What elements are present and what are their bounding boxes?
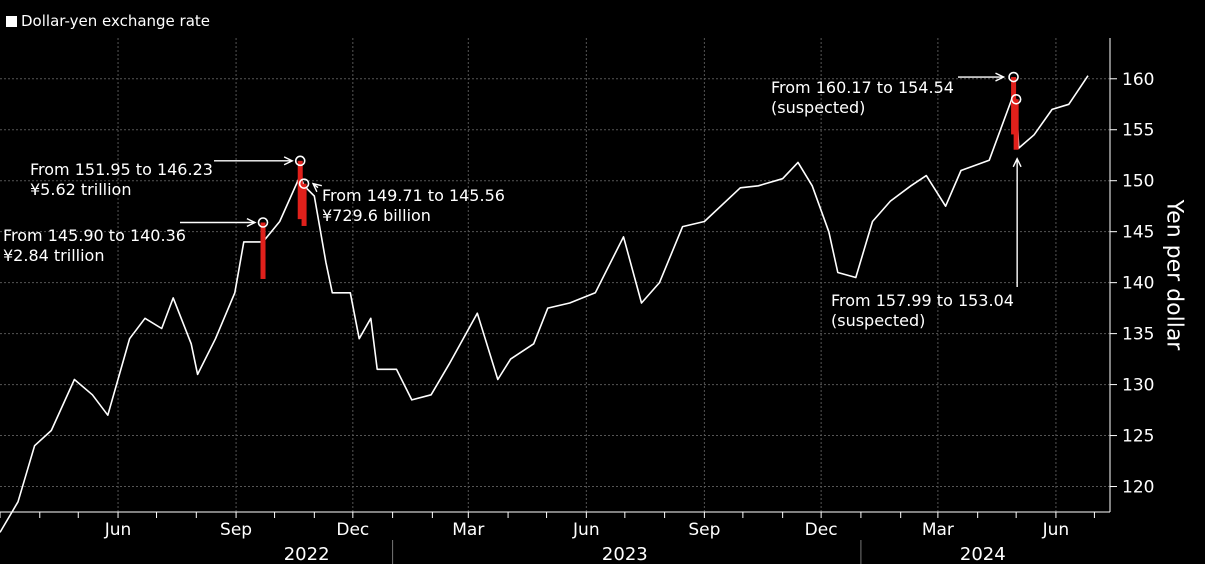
x-tick-label: Dec [805,520,838,540]
annotation-line1: From 149.71 to 145.56 [322,186,505,205]
y-tick-label: 130 [1122,376,1154,396]
x-tick-label: Jun [572,520,600,540]
y-axis-title: Yen per dollar [1161,199,1187,351]
y-tick-label: 135 [1122,325,1154,345]
intervention-bar [1013,99,1019,150]
arrow-intervention-1-head [246,217,257,228]
year-label: 2022 [284,544,330,564]
arrow-intervention-3-head [311,182,322,193]
y-tick-label: 140 [1122,274,1154,294]
x-tick-label: Mar [452,520,484,540]
y-tick-label: 145 [1122,223,1154,243]
series-layer [0,75,1089,533]
annotation-line2: ¥729.6 billion [322,206,431,225]
year-label: 2023 [602,544,648,564]
annotation-intervention-5: From 157.99 to 153.04 (suspected) [831,291,1014,331]
x-tick-label: Jun [1042,520,1070,540]
intervention-bar [297,160,303,220]
legend-swatch [6,15,17,27]
intervention-marker [1008,71,1019,83]
y-tick-label: 120 [1122,478,1154,498]
gridlines [0,38,1110,512]
annotation-arrows [180,72,1022,287]
x-tick-label: Sep [220,520,252,540]
y-tick-label: 160 [1122,70,1154,90]
annotation-line2: (suspected) [771,98,866,117]
x-tick-label: Jun [104,520,132,540]
annotation-intervention-2: From 151.95 to 146.23 ¥5.62 trillion [30,160,213,200]
intervention-marker [298,178,310,189]
annotation-intervention-4: From 160.17 to 154.54 (suspected) [771,78,954,118]
y-tick-label: 125 [1122,427,1154,447]
annotation-line2: ¥2.84 trillion [3,246,105,265]
annotation-line1: From 145.90 to 140.36 [3,226,186,245]
intervention-marker [294,155,306,167]
arrow-intervention-2-head [283,156,294,166]
series-line-dollar-yen [0,75,1089,533]
x-tick-label: Sep [688,520,720,540]
intervention-bar [260,222,266,279]
annotation-line2: (suspected) [831,311,926,330]
intervention-bar [301,183,307,226]
intervention-marker [1010,93,1022,105]
annotation-line1: From 151.95 to 146.23 [30,160,213,179]
annotation-line1: From 160.17 to 154.54 [771,78,954,97]
annotation-line2: ¥5.62 trillion [30,180,132,199]
legend-label: Dollar-yen exchange rate [21,12,211,30]
axes: 120 125 130 135 140 145 150 155 160 Jun Sep Dec Mar J… [0,38,1154,564]
annotation-intervention-3: From 149.71 to 145.56 ¥729.6 billion [322,186,505,226]
arrow-intervention-4-head [995,72,1006,82]
legend: Dollar-yen exchange rate [6,12,210,30]
y-tick-label: 155 [1122,121,1154,141]
annotation-line1: From 157.99 to 153.04 [831,291,1014,310]
y-tick-label: 150 [1122,172,1154,192]
year-label: 2024 [960,544,1006,564]
annotation-intervention-1: From 145.90 to 140.36 ¥2.84 trillion [3,226,186,266]
x-tick-label: Dec [336,520,369,540]
intervention-marker [257,217,269,228]
intervention-bar [1011,77,1017,135]
x-tick-label: Mar [922,520,954,540]
intervention-layer [257,71,1022,279]
arrow-intervention-5-head [1012,157,1022,168]
